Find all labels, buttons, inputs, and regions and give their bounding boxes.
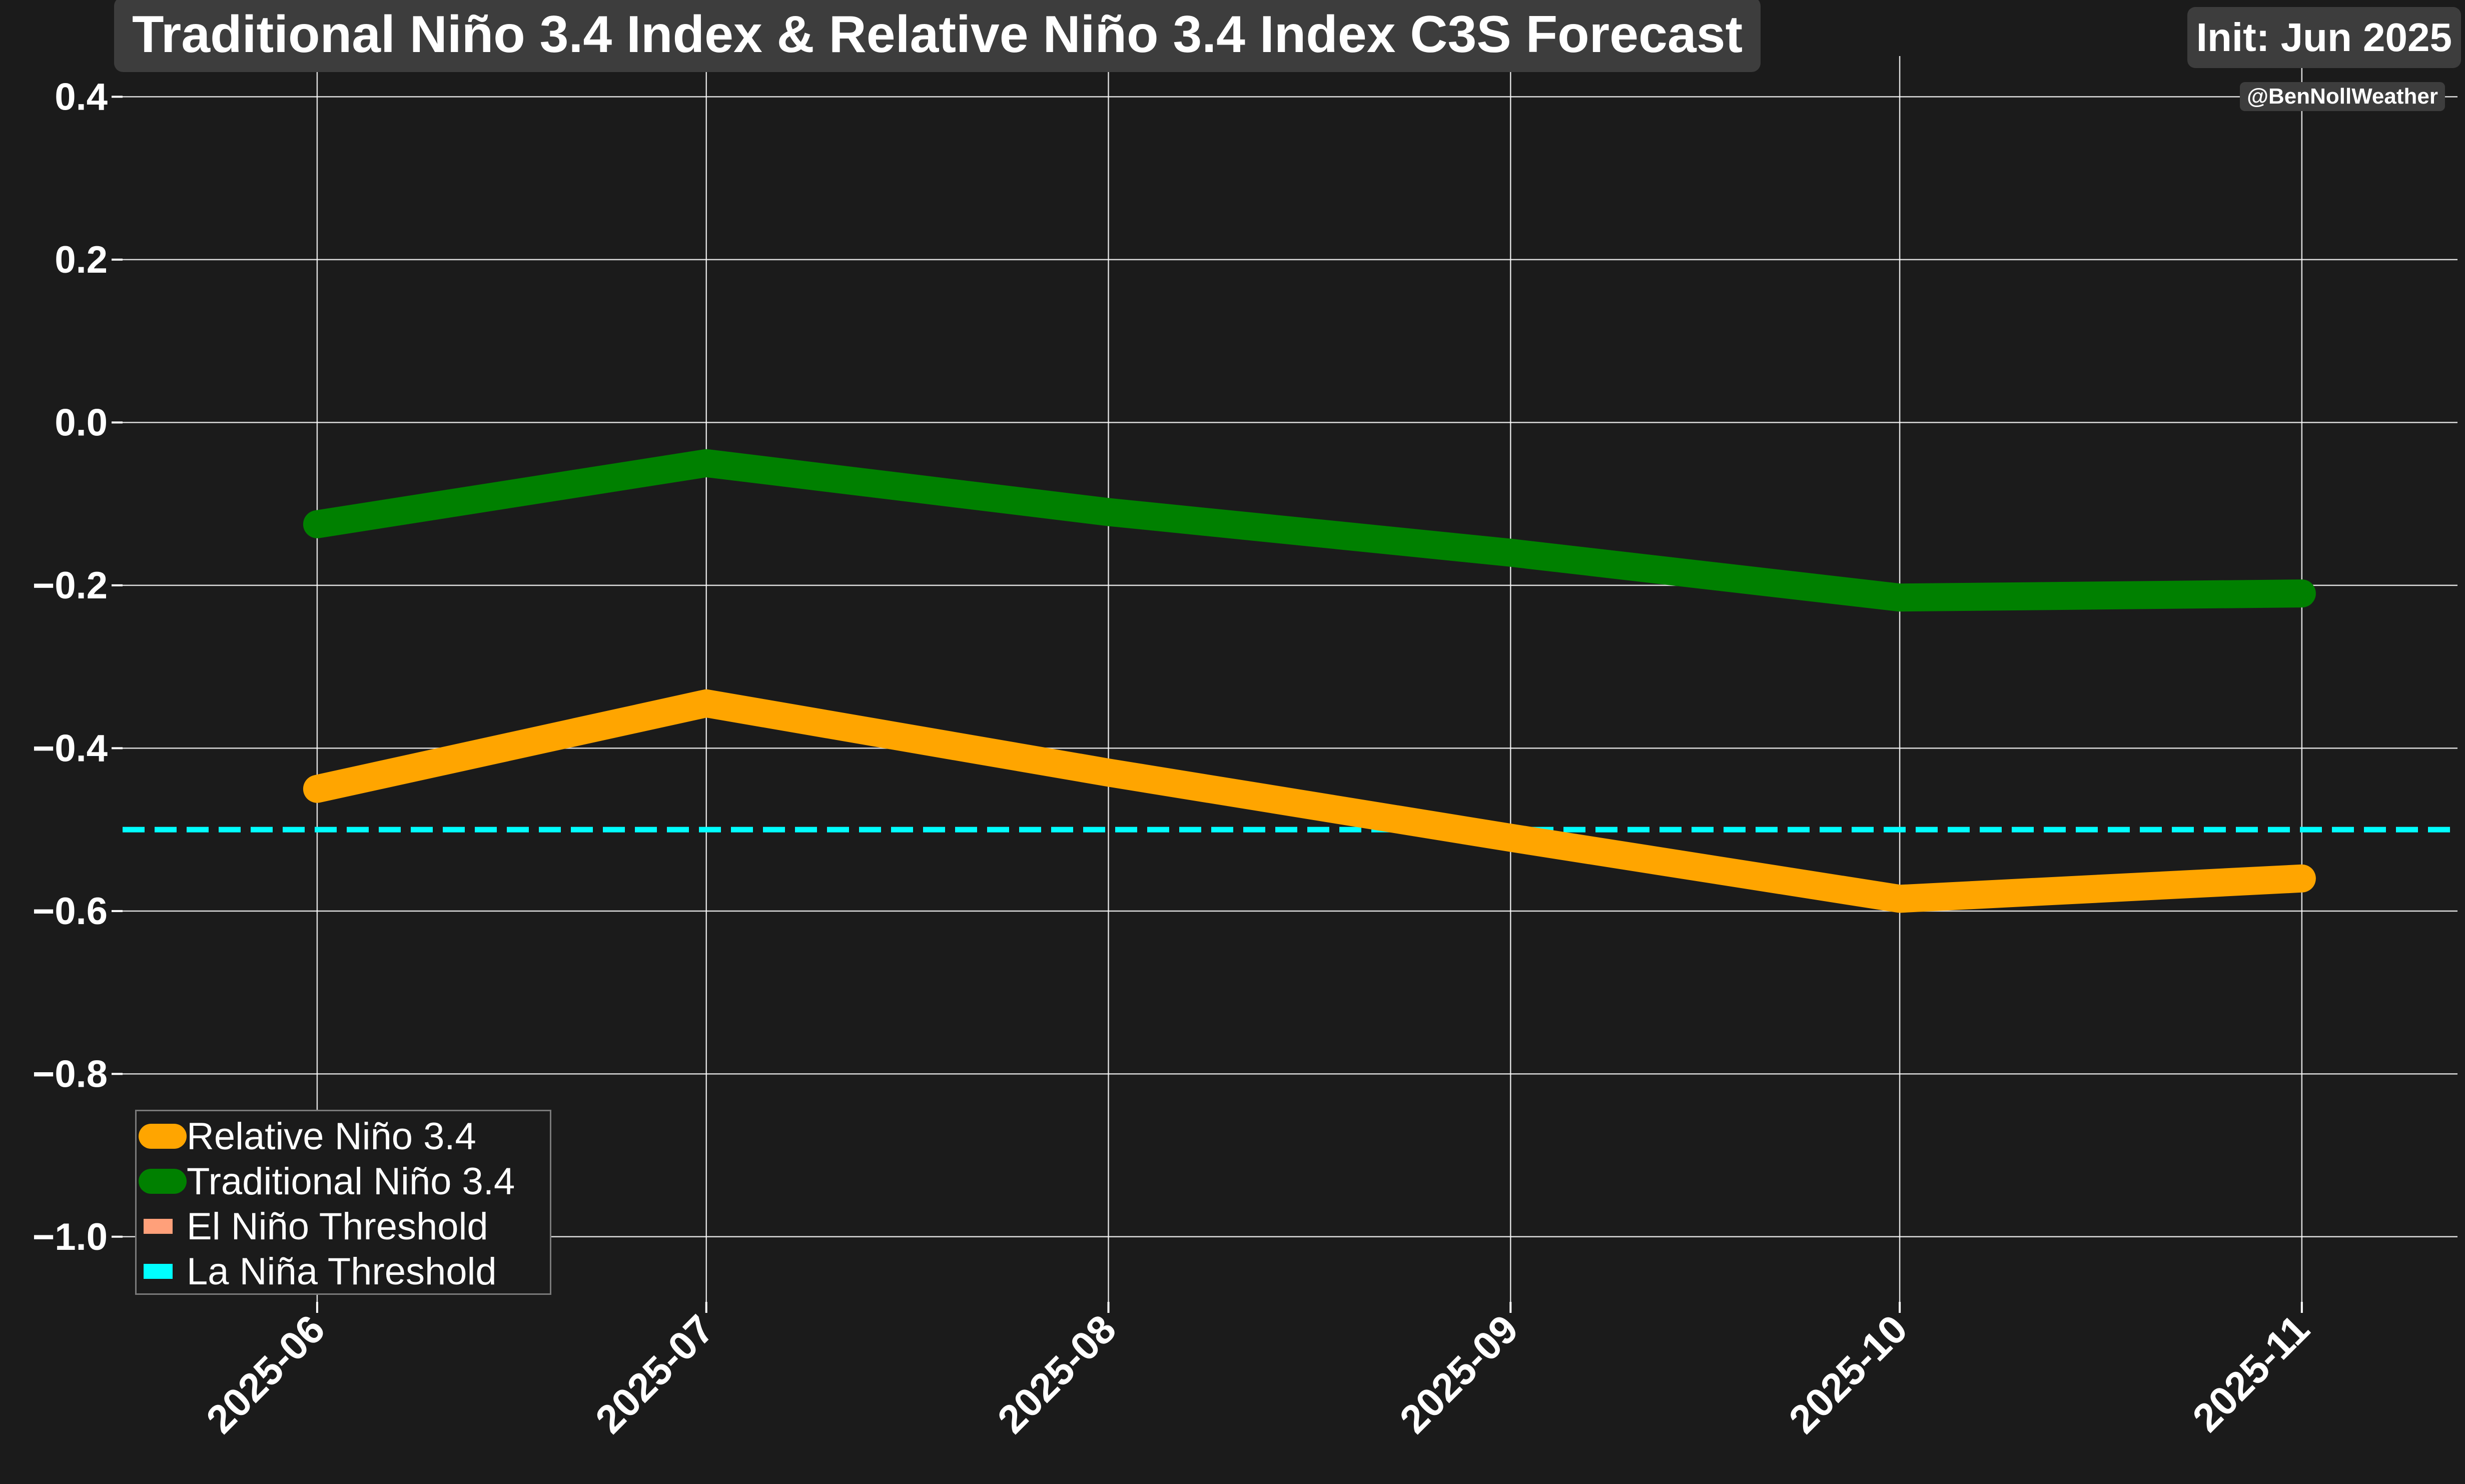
legend-swatch-el-nino	[144, 1219, 173, 1234]
y-tick-label: 0.0	[55, 401, 108, 444]
x-tick-label: 2025-08	[989, 1306, 1125, 1442]
legend-swatch-relative	[139, 1124, 187, 1149]
x-tick-label: 2025-11	[2184, 1306, 2317, 1440]
init-date-box: Init: Jun 2025	[2187, 7, 2461, 68]
x-tick-label: 2025-09	[1391, 1306, 1527, 1442]
credit-label: @BenNollWeather	[2247, 84, 2438, 109]
y-tick-label: 0.2	[55, 239, 108, 281]
y-tick-label: −0.6	[33, 890, 108, 933]
series-line	[303, 689, 2316, 913]
chart-title: Traditional Niño 3.4 Index & Relative Ni…	[132, 5, 1743, 64]
y-tick-label: −0.2	[33, 564, 108, 607]
x-tick-label: 2025-06	[198, 1306, 333, 1442]
grid-lines	[123, 56, 2457, 1302]
y-tick-label: −1.0	[33, 1216, 108, 1258]
legend-swatch-traditional	[139, 1169, 187, 1194]
y-tick-label: 0.4	[55, 76, 108, 118]
legend-swatch-la-nina	[144, 1264, 173, 1279]
series-line	[303, 449, 2316, 612]
chart-title-box: Traditional Niño 3.4 Index & Relative Ni…	[114, 0, 1761, 72]
legend-label-la-nina: La Niña Threshold	[187, 1250, 497, 1293]
series-lines	[303, 449, 2316, 913]
y-tick-label: −0.8	[33, 1053, 108, 1095]
legend-label-traditional: Traditional Niño 3.4	[187, 1160, 515, 1203]
legend-label-relative: Relative Niño 3.4	[187, 1115, 476, 1158]
legend-label-el-nino: El Niño Threshold	[187, 1205, 488, 1248]
y-tick-label: −0.4	[33, 727, 108, 770]
init-date-label: Init: Jun 2025	[2196, 15, 2452, 60]
credit-box: @BenNollWeather	[2240, 82, 2445, 111]
legend: Relative Niño 3.4 Traditional Niño 3.4 E…	[135, 1110, 551, 1295]
x-tick-label: 2025-07	[587, 1306, 722, 1442]
x-tick-label: 2025-10	[1781, 1306, 1916, 1442]
